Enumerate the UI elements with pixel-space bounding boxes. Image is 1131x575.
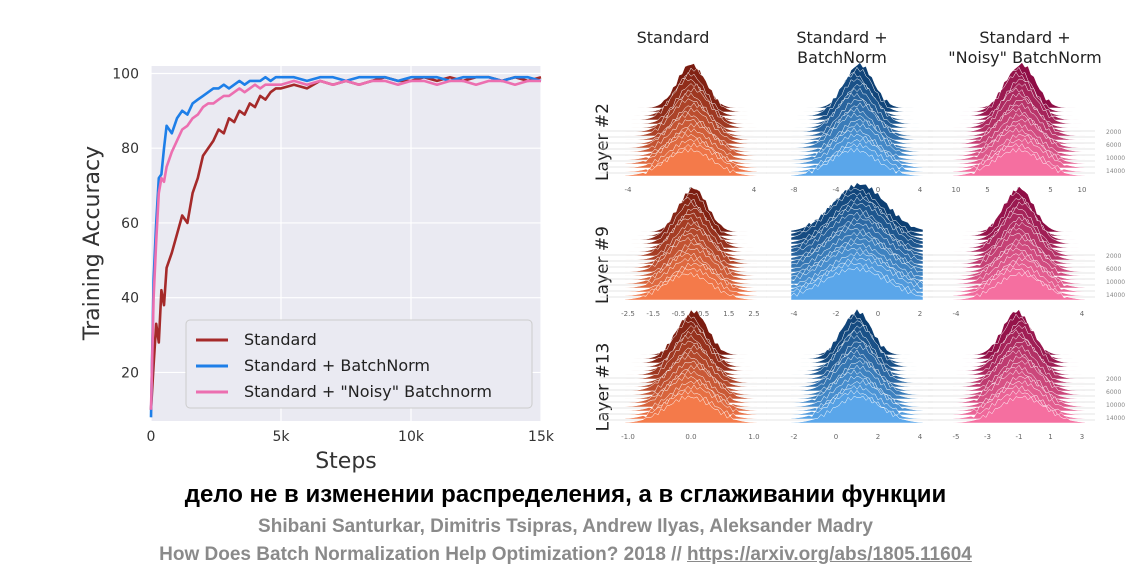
ridge-tick-label: -1.5 bbox=[646, 310, 660, 318]
ridge-step-label: 6000 bbox=[1106, 142, 1121, 149]
y-tick-label: 40 bbox=[121, 291, 139, 307]
ridge-step-label: 2000 bbox=[1106, 376, 1121, 383]
ridge-panel: -2 0 2 4 bbox=[766, 308, 933, 441]
series-line-0 bbox=[149, 75, 542, 410]
training-accuracy-chart: 20 40 60 80 100 0 5k 10k 15k Steps Training Accu… bbox=[80, 66, 555, 474]
ridge-curve bbox=[624, 395, 758, 424]
x-tick-label: 10k bbox=[398, 429, 425, 445]
ridge-tick-label: 10 bbox=[952, 186, 961, 194]
column-title-standard: Standard bbox=[636, 28, 710, 47]
legend-label-2: Standard + "Noisy" Batchnorm bbox=[244, 382, 492, 401]
citation-text: How Does Batch Normalization Help Optimi… bbox=[159, 544, 688, 565]
series-line-1 bbox=[149, 75, 542, 418]
ridge-step-label: 14000 bbox=[1106, 292, 1125, 299]
ridge-curve bbox=[952, 395, 1086, 424]
ridge-tick-label: 2 bbox=[876, 433, 880, 441]
ridge-tick-label: 10 bbox=[1078, 186, 1087, 194]
authors: Shibani Santurkar, Dimitris Tsipras, And… bbox=[258, 516, 873, 537]
ridge-panel: -4 -2 0 2 bbox=[766, 182, 933, 318]
headline: дело не в изменении распределения, а в с… bbox=[184, 481, 947, 508]
ridge-step-label: 6000 bbox=[1106, 389, 1121, 396]
ridge-curve bbox=[790, 266, 924, 301]
ridge-step-label: 10000 bbox=[1106, 279, 1125, 286]
ridge-tick-label: 0 bbox=[876, 310, 880, 318]
ridge-tick-label: 0.0 bbox=[685, 433, 696, 441]
ridge-tick-label: 0 bbox=[834, 433, 838, 441]
ridge-tick-label: 4 bbox=[918, 186, 923, 194]
ridge-curve bbox=[952, 271, 1086, 301]
ridge-tick-label: -4 bbox=[953, 310, 961, 318]
ridge-panel: -404200060001000014000 bbox=[928, 185, 1125, 318]
ridge-step-label: 2000 bbox=[1106, 253, 1121, 260]
ridge-panel: -2.5 -1.5 -0.5 0.5 1.5 2.5 bbox=[600, 186, 767, 318]
ridge-tick-label: 4 bbox=[1080, 310, 1085, 318]
legend-box bbox=[185, 319, 533, 409]
ridge-tick-label: 5 bbox=[985, 186, 989, 194]
ridge-tick-label: -4 bbox=[833, 186, 841, 194]
legend-label-0: Standard bbox=[244, 330, 317, 349]
ridge-tick-label: -4 bbox=[791, 310, 799, 318]
ridge-tick-label: 4 bbox=[752, 186, 757, 194]
column-title-noisy-batchnorm: Standard + "Noisy" BatchNorm bbox=[948, 28, 1102, 67]
ridge-tick-label: 2.5 bbox=[748, 310, 759, 318]
ridge-step-label: 14000 bbox=[1106, 168, 1125, 175]
ridge-curve bbox=[624, 147, 758, 177]
ridge-panel: -8 -4 0 4 bbox=[766, 62, 933, 194]
ridge-tick-label: 1.5 bbox=[723, 310, 734, 318]
ridge-tick-label: -0.5 bbox=[672, 310, 686, 318]
ridge-tick-label: -5 bbox=[953, 433, 960, 441]
y-axis-label: Training Accuracy bbox=[80, 146, 105, 341]
x-tick-label: 0 bbox=[147, 429, 156, 445]
ridge-curve bbox=[790, 395, 924, 424]
column-title-batchnorm: Standard + BatchNorm bbox=[796, 28, 888, 67]
y-tick-label: 80 bbox=[121, 141, 139, 157]
citation: How Does Batch Normalization Help Optimi… bbox=[0, 544, 1131, 566]
ridge-tick-label: 2 bbox=[918, 310, 922, 318]
ridge-curve bbox=[790, 147, 924, 177]
y-tick-label: 20 bbox=[121, 365, 139, 381]
ridge-tick-label: -4 bbox=[625, 186, 633, 194]
ridge-panel: -5 -3 -1 1 3 2000 6000 10000 14000 bbox=[928, 309, 1125, 441]
ridge-curve bbox=[952, 147, 1086, 177]
x-tick-label: 5k bbox=[272, 429, 290, 445]
ridge-step-label: 14000 bbox=[1106, 415, 1125, 422]
ridge-curve bbox=[624, 272, 758, 301]
ridge-step-label: 10000 bbox=[1106, 402, 1125, 409]
ridge-tick-label: 1.0 bbox=[748, 433, 759, 441]
ridge-step-label: 10000 bbox=[1106, 155, 1125, 162]
ridge-tick-label: 3 bbox=[1080, 433, 1084, 441]
ridge-step-label: 6000 bbox=[1106, 266, 1121, 273]
legend-label-1: Standard + BatchNorm bbox=[244, 356, 430, 375]
ridge-panel: 1050510200060001000014000 bbox=[928, 62, 1125, 194]
ridge-tick-label: -1.0 bbox=[621, 433, 635, 441]
y-tick-label: 60 bbox=[121, 216, 139, 232]
ridge-tick-label: 5 bbox=[1048, 186, 1052, 194]
y-tick-label: 100 bbox=[112, 66, 139, 82]
x-tick-label: 15k bbox=[528, 429, 555, 445]
ridge-tick-label: -1 bbox=[1016, 433, 1023, 441]
ridge-tick-label: 0.5 bbox=[698, 310, 709, 318]
ridge-tick-label: 0 bbox=[876, 186, 880, 194]
ridge-distribution-panels: -404-8-4041050510200060001000014000-2.5-… bbox=[600, 62, 1125, 441]
ridge-tick-label: -8 bbox=[791, 186, 798, 194]
ridge-tick-label: -2 bbox=[833, 310, 840, 318]
ridge-step-label: 2000 bbox=[1106, 129, 1121, 136]
ridge-panel: -1.0 0.0 1.0 bbox=[600, 309, 767, 441]
ridge-panel: -404 bbox=[600, 63, 767, 194]
x-axis-label: Steps bbox=[315, 449, 377, 474]
ridge-tick-label: 1 bbox=[1048, 433, 1052, 441]
ridge-tick-label: -3 bbox=[984, 433, 991, 441]
ridge-tick-label: -2 bbox=[791, 433, 798, 441]
series-line-2 bbox=[149, 79, 541, 410]
ridge-tick-label: 4 bbox=[918, 433, 923, 441]
chart-legend: Standard Standard + BatchNorm Standard + "… bbox=[185, 319, 533, 409]
arxiv-link[interactable]: https://arxiv.org/abs/1805.11604 bbox=[687, 544, 972, 565]
ridge-tick-label: -2.5 bbox=[621, 310, 635, 318]
